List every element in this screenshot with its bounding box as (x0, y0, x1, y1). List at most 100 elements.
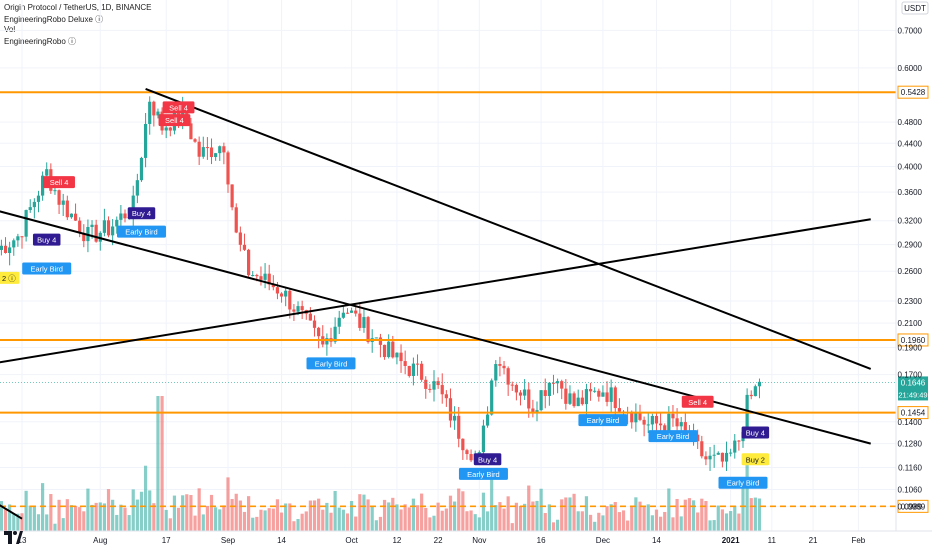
volume-bar (255, 516, 259, 531)
candle-body (152, 101, 156, 116)
signal-badge (648, 430, 698, 443)
volume-bar (527, 485, 531, 531)
candle-body (337, 317, 341, 327)
volume-bar (8, 504, 12, 531)
candle-body (0, 245, 4, 250)
volume-bar (564, 497, 568, 531)
volume-bar (490, 472, 494, 531)
volume-bar (473, 514, 477, 531)
volume-bar (218, 509, 222, 531)
volume-bar (164, 509, 168, 531)
volume-bar (172, 495, 177, 531)
candle-body (518, 392, 523, 396)
price-tick-label: 0.1700 (898, 371, 923, 380)
candle-body (605, 392, 609, 402)
candle-body (642, 419, 646, 425)
volume-bar (242, 511, 247, 531)
volume-bar (704, 500, 708, 531)
volume-bar (65, 499, 69, 531)
volume-bar (181, 495, 185, 531)
candle-body (135, 180, 139, 196)
candle-body (259, 276, 263, 280)
volume-bar (551, 522, 556, 531)
signal-badge (22, 262, 72, 275)
volume-bar (556, 519, 560, 531)
volume-bar (156, 396, 160, 531)
volume-bar (288, 503, 292, 531)
candle-body (345, 312, 350, 314)
volume-bar (119, 504, 123, 531)
time-tick-label: 12 (392, 536, 401, 545)
candle-body (78, 220, 82, 233)
price-tick-label: 0.3600 (898, 188, 923, 197)
volume-bar (176, 507, 181, 531)
candle-body (65, 200, 69, 218)
candle-body (325, 338, 329, 345)
candle-body (358, 313, 362, 328)
volume-bar (222, 505, 226, 531)
volume-bar (448, 495, 453, 531)
candle-body (617, 408, 621, 412)
candle-body (362, 317, 366, 328)
price-tick-label: 0.4800 (898, 118, 923, 127)
volume-bar (646, 504, 650, 531)
candle-body (663, 425, 667, 432)
signal-label: Sell 4 (50, 178, 69, 187)
signal-label: Early Bird (30, 264, 63, 273)
trendline (0, 218, 871, 364)
volume-bar (481, 492, 486, 531)
candle-body (753, 386, 757, 397)
horizontal-levels: 0.5428 0.1960 0.1454 0.0989 0.1646 21:49:49 (0, 85, 929, 513)
signal-badge (578, 414, 628, 427)
volume-bar (514, 502, 518, 531)
volume-bar (362, 494, 366, 531)
candle-body (424, 379, 428, 389)
price-tick-label: 0.1060 (898, 485, 923, 494)
candle-body (230, 184, 234, 208)
volume-bar (358, 494, 362, 531)
volume-bar (238, 500, 242, 531)
candle-body (226, 152, 230, 185)
candle-body (556, 381, 560, 384)
candle-body (481, 425, 486, 453)
candle-body (156, 111, 160, 116)
candle-body (341, 312, 345, 318)
volume-bar (45, 514, 49, 531)
volume-histogram (0, 396, 762, 531)
time-tick-label: Oct (345, 536, 358, 545)
candle-body (440, 385, 444, 395)
last-price-label: 0.1646 (901, 378, 926, 387)
volume-bar (395, 504, 399, 531)
volume-bar (251, 517, 255, 531)
candlestick-series (0, 96, 762, 471)
candle-body (432, 381, 436, 390)
tradingview-logo[interactable] (4, 531, 23, 544)
volume-bar (387, 502, 391, 531)
candle-body (757, 381, 762, 387)
candle-body (189, 123, 193, 140)
time-tick-label: 11 (768, 536, 777, 545)
volume-bar (535, 500, 539, 531)
indicator-legend-2[interactable]: Vol (4, 25, 16, 34)
volume-bar (24, 490, 28, 531)
volume-bar (86, 488, 90, 531)
volume-bar (350, 501, 354, 531)
volume-bar (498, 502, 502, 531)
price-level-label: 0.1454 (901, 409, 926, 418)
candle-body (300, 306, 304, 311)
candle-body (415, 363, 420, 365)
volume-bar (444, 508, 448, 531)
volume-bar (724, 513, 729, 531)
indicator-legend-1[interactable]: EngineeringRobo Deluxe ⓘ (4, 15, 104, 24)
volume-bar (510, 523, 514, 531)
candle-body (411, 363, 415, 376)
volume-bar (609, 504, 613, 531)
volume-bar (259, 509, 263, 531)
currency-badge[interactable]: USDT (901, 1, 929, 15)
candle-body (102, 220, 106, 233)
indicator-legend-3[interactable]: EngineeringRobo ⓘ (4, 37, 77, 46)
candle-body (234, 207, 238, 233)
candle-body (654, 415, 659, 424)
